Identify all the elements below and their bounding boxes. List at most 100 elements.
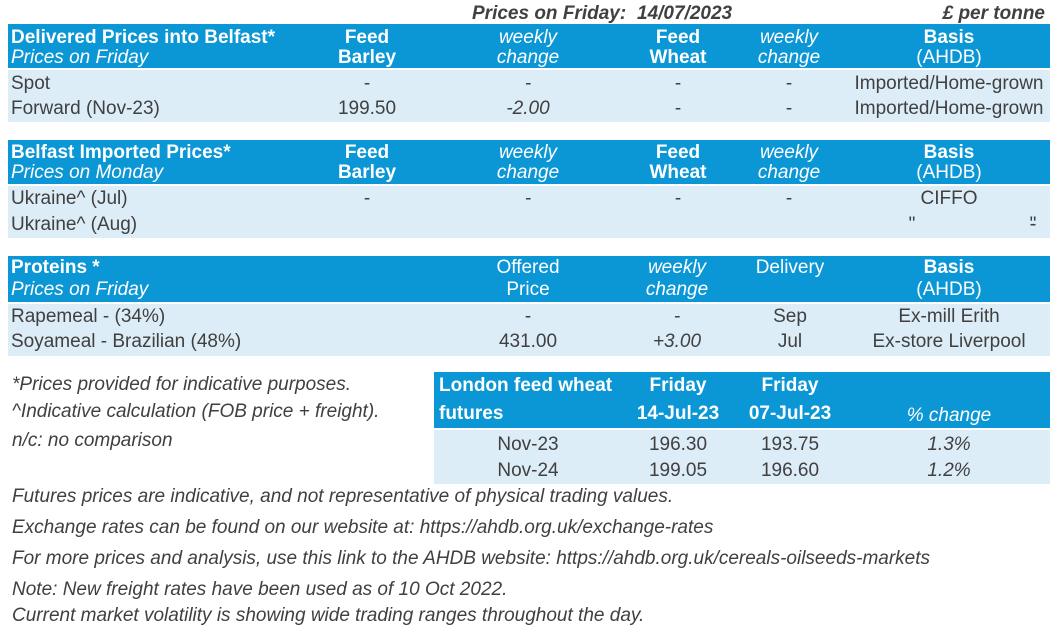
row-label: Forward (Nov-23) bbox=[11, 98, 160, 119]
cell: -2.00 bbox=[506, 98, 550, 119]
cell: Ex-mill Erith bbox=[898, 306, 1000, 327]
column-header: Basis bbox=[923, 257, 975, 278]
footnote: *Prices provided for indicative purposes… bbox=[12, 374, 352, 395]
table-title: Delivered Prices into Belfast* bbox=[11, 27, 275, 48]
note: Note: New freight rates have been used a… bbox=[12, 579, 508, 600]
cell: - bbox=[785, 98, 793, 119]
ditto: - bbox=[1029, 214, 1037, 235]
column-header: Feed bbox=[655, 27, 701, 48]
column-header: change bbox=[645, 279, 709, 300]
column-header: weekly bbox=[759, 27, 819, 48]
column-header: Feed bbox=[655, 142, 701, 163]
header-band bbox=[8, 256, 1050, 302]
column-header: 07-Jul-23 bbox=[748, 403, 832, 424]
column-header: weekly bbox=[498, 142, 558, 163]
note: Futures prices are indicative, and not r… bbox=[12, 486, 674, 507]
header-band bbox=[8, 24, 1050, 68]
column-header: 14-Jul-23 bbox=[636, 403, 720, 424]
cell: - bbox=[785, 73, 793, 94]
price-date-label: Prices on Friday: bbox=[472, 3, 627, 24]
column-header: Offered bbox=[496, 257, 560, 278]
column-header: Barley bbox=[337, 162, 397, 183]
row-label: Soyameal - Brazilian (48%) bbox=[11, 331, 242, 352]
column-header: Barley bbox=[337, 47, 397, 68]
futures-title: London feed wheat bbox=[439, 375, 613, 396]
column-header: Feed bbox=[344, 27, 390, 48]
column-header: Wheat bbox=[649, 47, 707, 68]
row-label: Nov-23 bbox=[497, 434, 559, 455]
ditto: " bbox=[908, 214, 916, 235]
footnote: n/c: no comparison bbox=[12, 430, 173, 451]
cell: 193.75 bbox=[760, 434, 820, 455]
column-header: weekly bbox=[498, 27, 558, 48]
column-header: change bbox=[757, 162, 821, 183]
column-header: change bbox=[496, 162, 560, 183]
table-subtitle: Prices on Monday bbox=[11, 162, 164, 183]
column-header: (AHDB) bbox=[916, 162, 982, 183]
column-header: change bbox=[757, 47, 821, 68]
row-band bbox=[434, 430, 1050, 484]
column-header: (AHDB) bbox=[916, 47, 982, 68]
column-header: Feed bbox=[344, 142, 390, 163]
note: Exchange rates can be found on our websi… bbox=[12, 517, 714, 538]
header-band bbox=[434, 372, 1050, 428]
column-header: Delivery bbox=[755, 257, 825, 278]
column-header: weekly bbox=[759, 142, 819, 163]
table-title: Belfast Imported Prices* bbox=[11, 142, 231, 163]
note: Current market volatility is showing wid… bbox=[12, 605, 645, 626]
column-header: Friday bbox=[649, 375, 707, 396]
cell: Jul bbox=[777, 331, 803, 352]
cell: - bbox=[524, 73, 532, 94]
table-title: Proteins * bbox=[11, 257, 100, 278]
cell: - bbox=[674, 73, 682, 94]
column-header: weekly bbox=[647, 257, 707, 278]
cell: - bbox=[674, 98, 682, 119]
unit-label: £ per tonne bbox=[942, 3, 1045, 24]
cell: 196.60 bbox=[760, 460, 820, 481]
cell: - bbox=[524, 188, 532, 209]
cell: - bbox=[785, 188, 793, 209]
ditto: - bbox=[1029, 214, 1037, 235]
ditto: - bbox=[1029, 214, 1037, 235]
column-header: Wheat bbox=[649, 162, 707, 183]
row-label: Rapemeal - (34%) bbox=[11, 306, 166, 327]
row-band bbox=[8, 304, 1050, 356]
cell: Imported/Home-grown bbox=[854, 98, 1044, 119]
futures-title: futures bbox=[439, 403, 504, 424]
cell: - bbox=[673, 306, 681, 327]
cell: 196.30 bbox=[648, 434, 708, 455]
cell: 1.3% bbox=[927, 434, 971, 455]
ditto: - bbox=[1029, 214, 1037, 235]
row-label: Ukraine^ (Aug) bbox=[11, 214, 138, 235]
table-subtitle: Prices on Friday bbox=[11, 47, 149, 68]
ditto: " bbox=[1029, 214, 1037, 235]
row-band bbox=[8, 186, 1050, 238]
cell: - bbox=[363, 188, 371, 209]
column-header: Friday bbox=[761, 375, 819, 396]
price-date: 14/07/2023 bbox=[637, 3, 733, 24]
cell: +3.00 bbox=[652, 331, 702, 352]
cell: 199.05 bbox=[648, 460, 708, 481]
row-label: Spot bbox=[11, 73, 51, 94]
cell: Imported/Home-grown bbox=[854, 73, 1044, 94]
row-band bbox=[8, 70, 1050, 122]
header-band bbox=[8, 140, 1050, 184]
column-header: change bbox=[496, 47, 560, 68]
column-header: Price bbox=[506, 279, 550, 300]
row-label: Nov-24 bbox=[497, 460, 559, 481]
cell: - bbox=[674, 188, 682, 209]
note: For more prices and analysis, use this l… bbox=[12, 548, 931, 569]
cell: - bbox=[524, 306, 532, 327]
cell: CIFFO bbox=[920, 188, 978, 209]
cell: Ex-store Liverpool bbox=[872, 331, 1026, 352]
column-header: Basis bbox=[923, 142, 975, 163]
column-header: Basis bbox=[923, 27, 975, 48]
cell: 1.2% bbox=[927, 460, 971, 481]
column-header: % change bbox=[906, 405, 992, 426]
cell: Sep bbox=[773, 306, 807, 327]
column-header: (AHDB) bbox=[916, 279, 982, 300]
row-label: Ukraine^ (Jul) bbox=[11, 188, 128, 209]
cell: 431.00 bbox=[498, 331, 558, 352]
table-subtitle: Prices on Friday bbox=[11, 279, 149, 300]
